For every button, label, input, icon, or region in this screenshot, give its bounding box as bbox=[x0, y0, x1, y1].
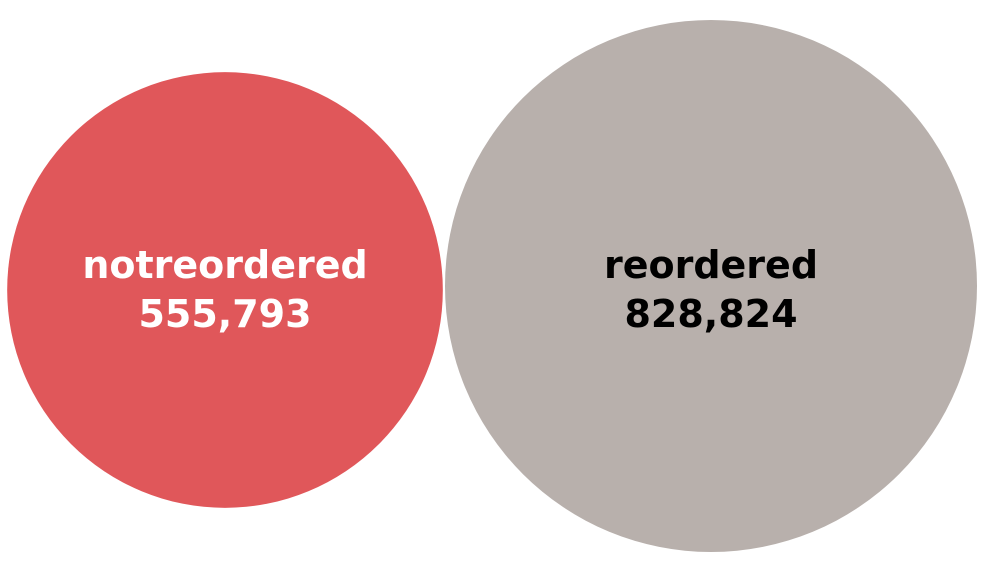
bubble-notreordered: notreordered 555,793 bbox=[7, 72, 443, 508]
bubble-reordered: reordered 828,824 bbox=[445, 20, 977, 552]
bubble-value-label: 828,824 bbox=[624, 292, 797, 336]
bubble-value-label: 555,793 bbox=[138, 292, 311, 336]
bubble-circle-reordered bbox=[445, 20, 977, 552]
bubble-category-label: notreordered bbox=[82, 243, 367, 287]
bubble-category-label: reordered bbox=[604, 243, 818, 287]
bubble-circle-notreordered bbox=[7, 72, 443, 508]
